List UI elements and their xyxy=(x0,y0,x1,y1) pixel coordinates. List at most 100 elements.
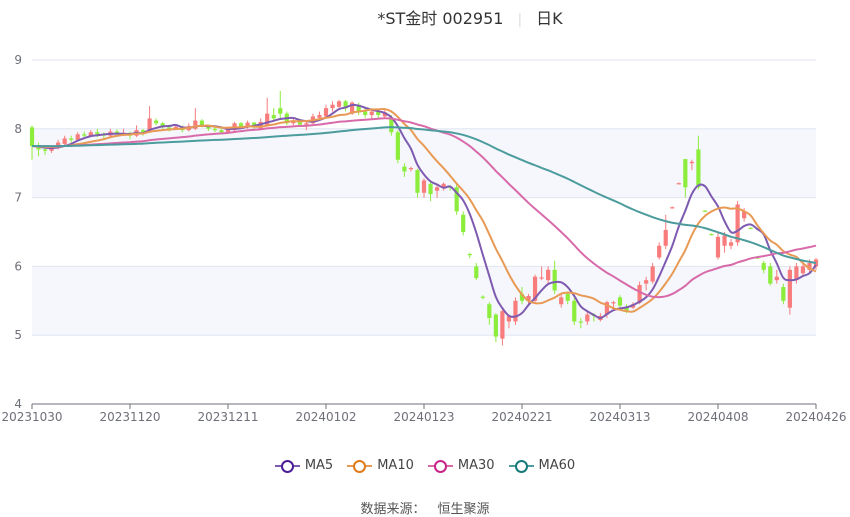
candle-body xyxy=(709,234,714,236)
candle-body xyxy=(421,180,427,193)
y-tick-label: 6 xyxy=(14,259,22,273)
candle-up xyxy=(559,293,564,308)
candle-body xyxy=(62,138,67,144)
legend-item-ma60[interactable]: MA60 xyxy=(508,458,576,473)
legend-label: MA30 xyxy=(457,458,495,473)
candle-down xyxy=(761,260,766,274)
candle-body xyxy=(637,284,642,303)
x-tick-label: 20240313 xyxy=(589,410,650,424)
candle-body xyxy=(304,123,309,125)
candle-down xyxy=(781,283,786,305)
candle-up xyxy=(670,206,675,209)
candle-body xyxy=(526,295,531,301)
candle-down xyxy=(768,262,773,286)
candle-up xyxy=(715,232,721,260)
candle-body xyxy=(546,269,551,281)
candle-body xyxy=(343,101,348,109)
candle-body xyxy=(238,123,244,127)
candle-up xyxy=(147,106,152,133)
candle-down xyxy=(702,209,708,213)
candle-body xyxy=(297,120,302,125)
legend-circle-icon xyxy=(347,459,373,473)
candle-body xyxy=(657,245,662,258)
candle-body xyxy=(728,242,734,246)
candle-up xyxy=(774,269,779,284)
candle-up xyxy=(434,183,440,198)
candle-up xyxy=(441,182,446,191)
candle-body xyxy=(624,307,629,312)
candle-body xyxy=(336,101,342,107)
candle-body xyxy=(428,183,433,195)
candle-up xyxy=(637,281,642,305)
candle-body xyxy=(154,120,159,124)
source-label: 数据来源： xyxy=(360,502,426,517)
y-tick-label: 9 xyxy=(14,53,22,67)
candle-up xyxy=(728,238,734,250)
period-label[interactable]: 日K xyxy=(536,9,563,28)
candle-body xyxy=(663,229,668,246)
candle-body xyxy=(389,118,394,133)
candle-body xyxy=(559,297,564,305)
candle-down xyxy=(454,183,459,215)
candle-body xyxy=(350,102,355,114)
source-value: 恒生聚源 xyxy=(437,502,490,517)
candle-body xyxy=(683,159,688,188)
candle-body xyxy=(369,111,374,116)
candle-up xyxy=(585,311,590,325)
candle-body xyxy=(225,128,231,133)
legend-item-ma30[interactable]: MA30 xyxy=(427,458,495,473)
candle-body xyxy=(147,118,152,133)
candle-body xyxy=(742,211,747,219)
candle-body xyxy=(49,148,54,151)
candle-body xyxy=(212,128,218,131)
candle-down xyxy=(36,142,41,157)
candle-body xyxy=(735,204,740,243)
x-tick-label: 20231030 xyxy=(1,410,62,424)
y-tick-label: 4 xyxy=(14,397,22,411)
candle-body xyxy=(781,287,786,301)
legend-label: MA5 xyxy=(304,458,334,473)
x-tick-label: 20240123 xyxy=(393,410,454,424)
legend-label: MA60 xyxy=(538,458,576,473)
candle-down xyxy=(69,135,74,143)
candle-up xyxy=(676,182,681,185)
ma-line-ma60 xyxy=(31,126,817,265)
candle-down xyxy=(154,118,159,126)
candle-down xyxy=(493,313,498,343)
legend-item-ma10[interactable]: MA10 xyxy=(347,458,414,473)
y-tick-label: 5 xyxy=(14,328,22,342)
candle-up xyxy=(62,135,67,146)
candle-body xyxy=(356,104,361,112)
candle-body xyxy=(42,149,48,151)
y-tick-label: 8 xyxy=(14,122,22,136)
candle-down xyxy=(428,180,433,202)
candle-up xyxy=(336,99,342,110)
candle-body xyxy=(376,111,381,116)
candle-body xyxy=(696,149,701,188)
candle-body xyxy=(650,266,655,282)
candle-up xyxy=(421,178,427,198)
candle-down xyxy=(212,127,218,133)
candle-down xyxy=(572,297,577,325)
legend: MA5 MA10 MA30 MA60 xyxy=(0,458,850,473)
candle-body xyxy=(572,300,577,322)
candle-body xyxy=(395,132,400,160)
grid-band xyxy=(32,266,816,336)
x-tick-label: 20231120 xyxy=(99,410,160,424)
candle-up xyxy=(611,300,616,308)
candle-body xyxy=(748,227,753,230)
candle-body xyxy=(565,293,570,301)
candle-down xyxy=(415,168,420,198)
candle-body xyxy=(532,276,538,301)
candle-up xyxy=(513,297,518,325)
candle-down xyxy=(271,108,276,122)
candle-body xyxy=(768,266,773,284)
legend-item-ma5[interactable]: MA5 xyxy=(274,458,334,473)
candle-up xyxy=(500,307,505,346)
ma-line-ma10 xyxy=(31,107,817,313)
candle-body xyxy=(69,138,74,140)
candle-body xyxy=(774,276,779,281)
candle-body xyxy=(500,311,505,339)
candle-up xyxy=(650,262,655,284)
